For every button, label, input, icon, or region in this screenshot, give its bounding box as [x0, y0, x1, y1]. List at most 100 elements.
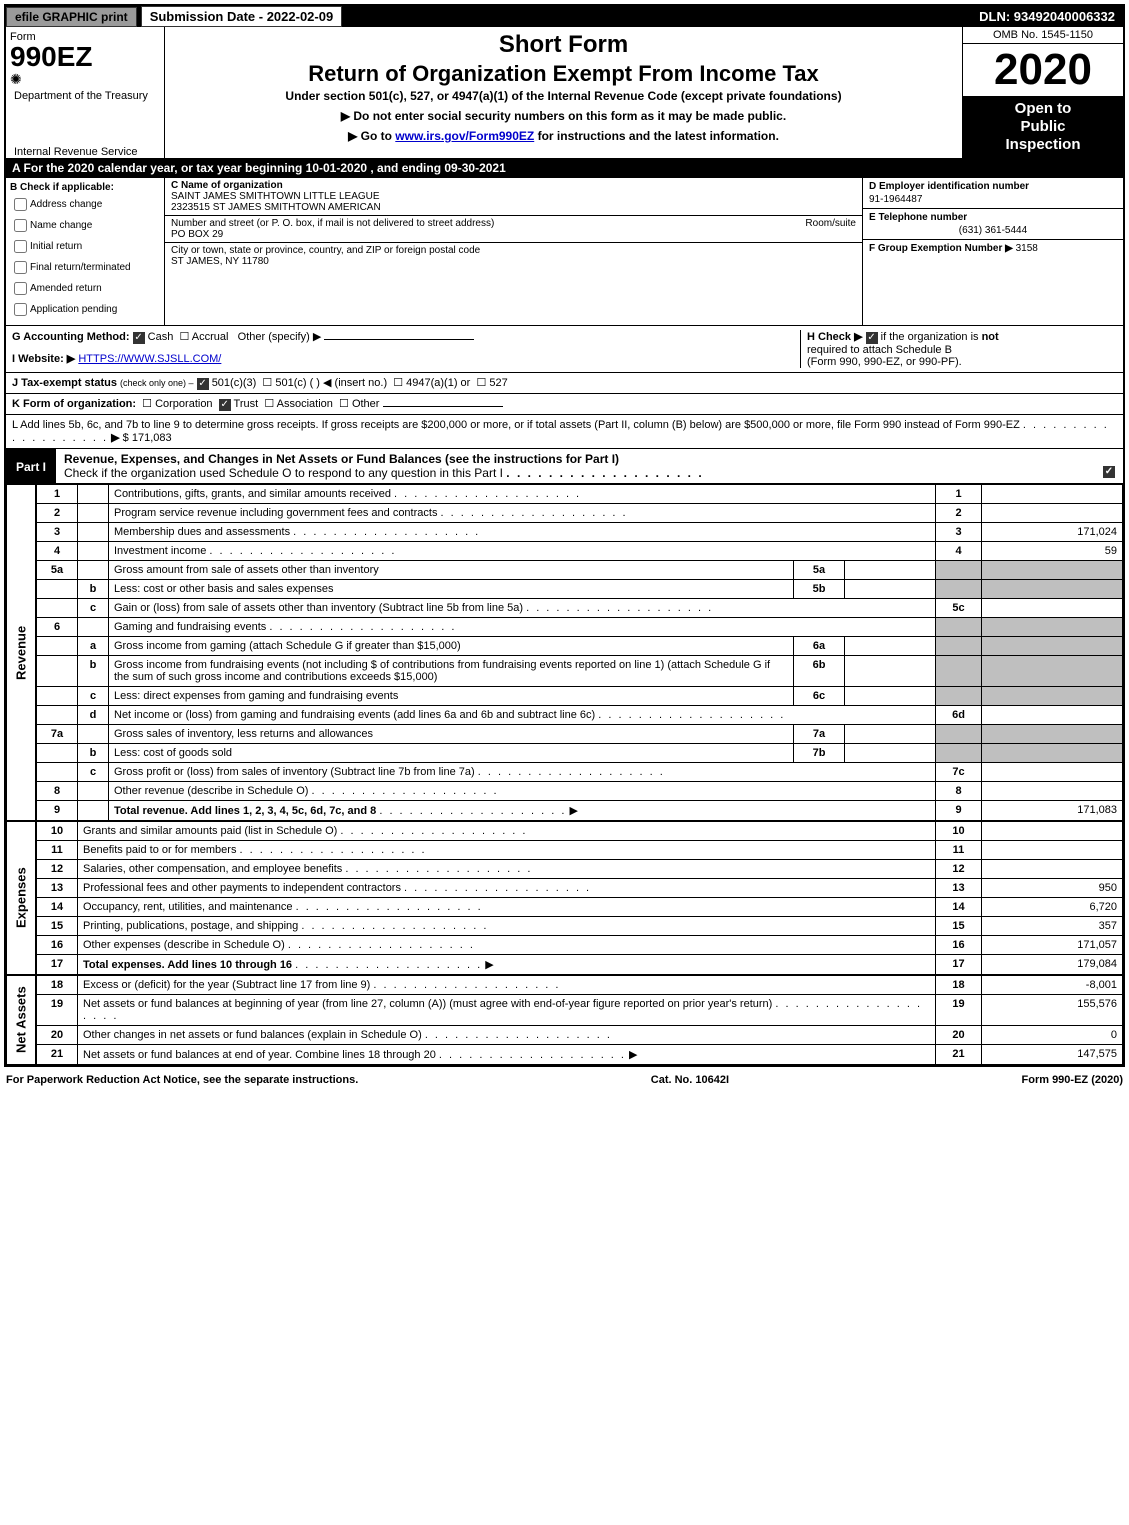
g-accrual: Accrual — [192, 331, 229, 343]
k-other: Other — [352, 398, 380, 410]
dln-label: DLN: 93492040006332 — [971, 7, 1123, 26]
table-row: 2Program service revenue including gover… — [37, 504, 1123, 523]
footer-right: Form 990-EZ (2020) — [1022, 1074, 1124, 1086]
table-row: bLess: cost or other basis and sales exp… — [37, 580, 1123, 599]
g-label: G Accounting Method: — [12, 331, 130, 343]
main-title: Return of Organization Exempt From Incom… — [173, 61, 954, 87]
l-amount: $ 171,083 — [123, 432, 172, 444]
table-row: 8Other revenue (describe in Schedule O) … — [37, 782, 1123, 801]
group-exemption-label: F Group Exemption Number — [869, 243, 1002, 254]
j-527: 527 — [489, 377, 507, 389]
g-other: Other (specify) ▶ — [238, 331, 322, 343]
table-row: 14Occupancy, rent, utilities, and mainte… — [37, 898, 1123, 917]
table-row: 12Salaries, other compensation, and empl… — [37, 860, 1123, 879]
section-k: K Form of organization: ☐ Corporation ✓ … — [6, 394, 1123, 415]
k-trust: Trust — [234, 398, 259, 410]
checkbox-address-change-input[interactable] — [14, 198, 27, 211]
checkbox-amended-return[interactable]: Amended return — [10, 279, 160, 298]
open-line3: Inspection — [967, 136, 1119, 154]
checkbox-initial-return[interactable]: Initial return — [10, 237, 160, 256]
l-arrow: ▶ — [111, 432, 119, 444]
header-left: Form 990EZ ✺ Department of the Treasury … — [6, 27, 165, 158]
section-d-e-f: D Employer identification number 91-1964… — [863, 178, 1123, 325]
checkbox-amended-return-input[interactable] — [14, 282, 27, 295]
checkmark-icon: ✓ — [133, 332, 145, 344]
checkbox-initial-return-input[interactable] — [14, 240, 27, 253]
short-form-title: Short Form — [173, 31, 954, 59]
part1-dots — [506, 466, 703, 480]
part1-title: Revenue, Expenses, and Changes in Net As… — [56, 449, 1123, 484]
l-text: L Add lines 5b, 6c, and 7b to line 9 to … — [12, 419, 1020, 431]
ein-label: D Employer identification number — [869, 181, 1117, 192]
section-l: L Add lines 5b, 6c, and 7b to line 9 to … — [6, 415, 1123, 449]
table-row: bLess: cost of goods sold7b — [37, 744, 1123, 763]
open-line1: Open to — [967, 100, 1119, 118]
checkbox-name-change-input[interactable] — [14, 219, 27, 232]
room-label: Room/suite — [805, 218, 856, 229]
h-not: not — [982, 331, 999, 343]
i-label: I Website: ▶ — [12, 353, 75, 365]
h-label: H Check ▶ — [807, 331, 863, 343]
website-link[interactable]: HTTPS://WWW.SJSLL.COM/ — [78, 353, 221, 365]
netassets-section: Net Assets 18Excess or (deficit) for the… — [6, 975, 1123, 1065]
netassets-table: 18Excess or (deficit) for the year (Subt… — [36, 975, 1123, 1065]
expenses-section: Expenses 10Grants and similar amounts pa… — [6, 821, 1123, 975]
h-text2: required to attach Schedule B — [807, 344, 952, 356]
netassets-side-label: Net Assets — [6, 975, 36, 1065]
footer-left: For Paperwork Reduction Act Notice, see … — [6, 1074, 358, 1086]
table-row: 9Total revenue. Add lines 1, 2, 3, 4, 5c… — [37, 801, 1123, 821]
expenses-side-label: Expenses — [6, 821, 36, 975]
org-city-block: City or town, state or province, country… — [165, 243, 862, 269]
checkbox-application-pending-input[interactable] — [14, 303, 27, 316]
part1-checkmark-icon: ✓ — [1103, 466, 1115, 478]
table-row: bGross income from fundraising events (n… — [37, 656, 1123, 687]
k-assoc: Association — [277, 398, 333, 410]
section-b-label: B Check if applicable: — [10, 182, 160, 193]
dept-treasury: Department of the Treasury — [10, 88, 160, 104]
phone-label: E Telephone number — [869, 212, 1117, 223]
group-exemption-value: 3158 — [1016, 243, 1038, 254]
addr-label: Number and street (or P. O. box, if mail… — [171, 218, 494, 229]
k-corp: Corporation — [155, 398, 212, 410]
j-checkmark-icon: ✓ — [197, 378, 209, 390]
checkbox-address-change[interactable]: Address change — [10, 195, 160, 214]
section-b: B Check if applicable: Address change Na… — [6, 178, 165, 325]
checkbox-final-return[interactable]: Final return/terminated — [10, 258, 160, 277]
checkbox-application-pending[interactable]: Application pending — [10, 300, 160, 319]
checkbox-final-return-input[interactable] — [14, 261, 27, 274]
instr2-suffix: for instructions and the latest informat… — [534, 129, 779, 143]
city-label: City or town, state or province, country… — [171, 245, 480, 256]
top-bar: efile GRAPHIC print Submission Date - 20… — [6, 6, 1123, 27]
header-right: OMB No. 1545-1150 2020 Open to Public In… — [962, 27, 1123, 158]
k-other-blank — [383, 406, 503, 407]
phone-value: (631) 361-5444 — [869, 225, 1117, 236]
table-row: 4Investment income 459 — [37, 542, 1123, 561]
subtitle: Under section 501(c), 527, or 4947(a)(1)… — [173, 89, 954, 103]
table-row: 11Benefits paid to or for members 11 — [37, 841, 1123, 860]
section-h: H Check ▶ ✓ if the organization is not r… — [800, 330, 1117, 368]
table-row: dNet income or (loss) from gaming and fu… — [37, 706, 1123, 725]
table-row: 5aGross amount from sale of assets other… — [37, 561, 1123, 580]
checkbox-name-change[interactable]: Name change — [10, 216, 160, 235]
irs-link[interactable]: www.irs.gov/Form990EZ — [395, 129, 534, 143]
table-row: 6Gaming and fundraising events — [37, 618, 1123, 637]
expenses-table: 10Grants and similar amounts paid (list … — [36, 821, 1123, 975]
omb-number: OMB No. 1545-1150 — [963, 27, 1123, 44]
table-row: 17Total expenses. Add lines 10 through 1… — [37, 955, 1123, 975]
instr2-prefix: ▶ Go to — [348, 129, 395, 143]
instruction-2: ▶ Go to www.irs.gov/Form990EZ for instru… — [173, 129, 954, 143]
revenue-table: 1Contributions, gifts, grants, and simil… — [36, 484, 1123, 821]
table-row: 18Excess or (deficit) for the year (Subt… — [37, 976, 1123, 995]
page-footer: For Paperwork Reduction Act Notice, see … — [0, 1071, 1129, 1089]
section-d: D Employer identification number 91-1964… — [863, 178, 1123, 209]
revenue-side-label: Revenue — [6, 484, 36, 821]
ein-value: 91-1964487 — [869, 194, 1117, 205]
org-name-1: SAINT JAMES SMITHTOWN LITTLE LEAGUE — [171, 191, 380, 202]
info-row: B Check if applicable: Address change Na… — [6, 178, 1123, 326]
table-row: 3Membership dues and assessments 3171,02… — [37, 523, 1123, 542]
tax-year: 2020 — [963, 44, 1123, 96]
footer-center: Cat. No. 10642I — [651, 1074, 729, 1086]
submission-date-label: Submission Date - 2022-02-09 — [141, 6, 343, 27]
efile-print-button[interactable]: efile GRAPHIC print — [6, 7, 137, 27]
section-a: A For the 2020 calendar year, or tax yea… — [6, 159, 1123, 178]
